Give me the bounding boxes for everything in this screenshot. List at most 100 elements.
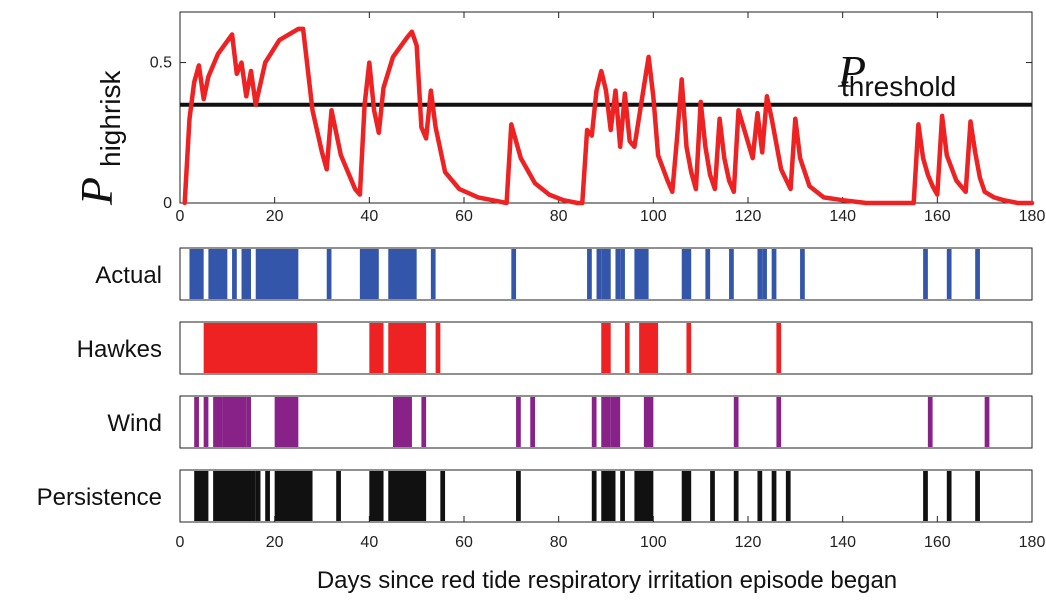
- event-bar: [369, 323, 384, 373]
- event-bar: [923, 249, 928, 299]
- bottom-x-tick-label: 20: [266, 534, 284, 551]
- event-bar: [421, 397, 427, 447]
- event-bar: [984, 397, 990, 447]
- event-bar: [946, 471, 952, 521]
- event-bar: [686, 323, 692, 373]
- event-bar: [203, 323, 318, 373]
- top-x-tick-label: 100: [640, 208, 667, 225]
- event-bar: [757, 249, 763, 299]
- event-rows: Actual Hawkes Wind Persistence: [37, 247, 1033, 523]
- y-tick-label: 0: [163, 195, 172, 212]
- row-actual: Actual: [95, 247, 1033, 301]
- bottom-x-ticks: 0 20 40 60 80 100 120 140 160 180: [176, 516, 1046, 551]
- event-bar: [620, 249, 625, 299]
- event-bar: [975, 249, 980, 299]
- event-bar: [255, 249, 299, 299]
- event-bar: [587, 249, 592, 299]
- event-bar: [681, 471, 692, 521]
- y-axis-label-main: P: [71, 177, 122, 206]
- bottom-x-tick-label: 0: [176, 534, 185, 551]
- event-bar: [610, 397, 621, 447]
- event-bar: [601, 471, 616, 521]
- event-bar: [213, 397, 223, 447]
- probability-series-line: [182, 26, 1035, 206]
- event-bar: [733, 397, 739, 447]
- event-bar: [359, 249, 379, 299]
- event-bar: [511, 249, 517, 299]
- y-axis-label: P highrisk: [71, 70, 126, 206]
- event-bar: [624, 323, 630, 373]
- event-bar: [251, 471, 256, 521]
- event-bar: [241, 249, 251, 299]
- event-bar: [255, 471, 261, 521]
- bottom-x-tick-label: 180: [1019, 534, 1046, 551]
- x-axis-label: Days since red tide respiratory irritati…: [317, 567, 897, 594]
- event-bar: [189, 249, 204, 299]
- row-persistence: Persistence: [37, 469, 1033, 523]
- event-bar: [705, 249, 711, 299]
- event-bar: [620, 471, 625, 521]
- threshold-label-sub: threshold: [841, 71, 956, 102]
- event-bar: [785, 471, 791, 521]
- top-x-ticks: 0 20 40 60 80 100 120 140 160 180: [176, 12, 1046, 225]
- top-x-tick-label: 140: [829, 208, 856, 225]
- bottom-x-tick-label: 140: [829, 534, 856, 551]
- event-bar: [601, 323, 611, 373]
- event-bar: [634, 471, 654, 521]
- event-bar: [771, 249, 777, 299]
- row-hawkes: Hawkes: [77, 321, 1033, 375]
- event-bar: [591, 471, 597, 521]
- event-bar: [615, 249, 621, 299]
- threshold-label-main: P: [837, 46, 866, 97]
- event-bar: [757, 471, 763, 521]
- row-label: Persistence: [37, 484, 162, 511]
- event-bar: [800, 249, 805, 299]
- event-bar: [927, 397, 933, 447]
- event-bar: [388, 323, 427, 373]
- top-x-tick-label: 180: [1019, 208, 1046, 225]
- event-bar: [516, 471, 521, 521]
- event-bar: [274, 397, 299, 447]
- top-x-tick-label: 60: [455, 208, 473, 225]
- event-bar: [601, 249, 611, 299]
- y-tick-label: 0.5: [150, 55, 172, 72]
- event-bar: [776, 323, 782, 373]
- event-bar: [975, 471, 980, 521]
- event-bar: [923, 471, 928, 521]
- top-x-tick-label: 20: [266, 208, 284, 225]
- event-bar: [232, 249, 237, 299]
- bottom-x-tick-label: 80: [550, 534, 568, 551]
- event-bar: [246, 397, 251, 447]
- event-bar: [729, 249, 734, 299]
- event-bar: [326, 249, 332, 299]
- event-bar: [643, 397, 654, 447]
- bottom-x-tick-label: 160: [924, 534, 951, 551]
- top-x-tick-label: 80: [550, 208, 568, 225]
- bottom-x-tick-label: 100: [640, 534, 667, 551]
- row-label: Wind: [107, 410, 162, 437]
- event-bar: [435, 323, 441, 373]
- event-bar: [762, 249, 767, 299]
- row-label: Actual: [95, 262, 162, 289]
- event-bar: [771, 471, 777, 521]
- event-bar: [681, 249, 692, 299]
- event-bar: [596, 249, 602, 299]
- event-bar: [194, 471, 209, 521]
- top-x-tick-label: 40: [360, 208, 378, 225]
- bottom-x-tick-label: 40: [360, 534, 378, 551]
- event-bar: [710, 471, 715, 521]
- event-bar: [440, 471, 446, 521]
- event-bar: [336, 471, 341, 521]
- event-bar: [388, 471, 427, 521]
- event-bar: [591, 397, 597, 447]
- top-x-tick-label: 0: [176, 208, 185, 225]
- event-bar: [265, 471, 270, 521]
- y-axis-label-sub: highrisk: [95, 70, 126, 167]
- event-bar: [194, 397, 199, 447]
- event-bar: [601, 397, 611, 447]
- event-bar: [634, 249, 649, 299]
- event-bar: [946, 249, 952, 299]
- event-bar: [639, 323, 659, 373]
- event-bar: [222, 397, 247, 447]
